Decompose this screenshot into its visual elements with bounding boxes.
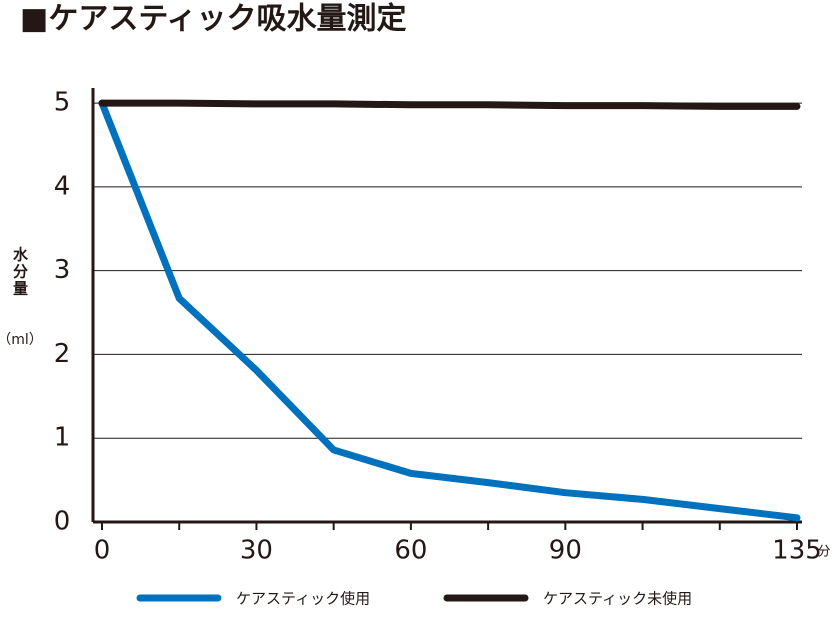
x-tick-label: 30 bbox=[240, 536, 273, 566]
y-axis-unit: （ml） bbox=[0, 332, 43, 348]
y-tick-label: 1 bbox=[54, 423, 71, 453]
y-tick-label: 5 bbox=[54, 88, 71, 118]
y-tick-label: 3 bbox=[54, 255, 71, 285]
x-tick-label: 90 bbox=[549, 536, 582, 566]
x-tick-label: 0 bbox=[94, 536, 111, 566]
x-unit: 分 bbox=[817, 545, 830, 560]
legend-label: ケアスティック未使用 bbox=[543, 590, 692, 608]
chart-title: ■ケアスティック吸水量測定 bbox=[20, 2, 407, 37]
data-line bbox=[98, 99, 801, 522]
x-tick-label: 60 bbox=[394, 536, 427, 566]
data-line bbox=[98, 99, 801, 110]
y-axis-label: 水分量 bbox=[11, 246, 29, 298]
y-tick-label: 0 bbox=[54, 507, 71, 537]
y-tick-label: 4 bbox=[54, 171, 71, 201]
legend-label: ケアスティック使用 bbox=[236, 590, 370, 608]
x-tick-label: 135 bbox=[772, 536, 822, 566]
y-tick-label: 2 bbox=[54, 339, 71, 369]
